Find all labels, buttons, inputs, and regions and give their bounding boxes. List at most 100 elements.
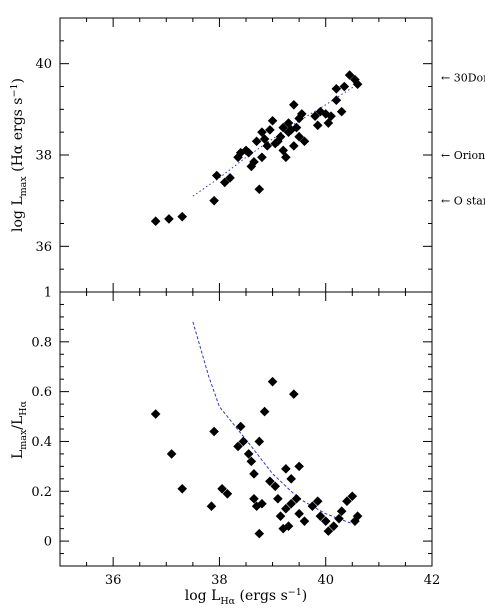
top-data-point: [286, 125, 296, 135]
bottom-data-point: [249, 469, 259, 479]
top-fit-line: [192, 83, 358, 197]
top-data-point: [273, 136, 283, 147]
bottom-data-point: [177, 483, 188, 494]
bottom-data-point: [336, 506, 347, 516]
bottom-xlabel-end: ): [302, 588, 307, 604]
bottom-ylabel-main: L: [10, 450, 26, 459]
top-data-point: [275, 131, 286, 142]
top-reference-line: [192, 83, 358, 197]
bottom-data-point: [312, 496, 323, 507]
bottom-tick-labels: 0 0.2 0.4 0.6 0.8 1 36 38 40 42: [31, 286, 440, 589]
top-annotations: ← 30Dor ← Orion ← O star: [441, 71, 485, 207]
bottom-data-point: [289, 389, 299, 399]
bottom-data-point: [249, 493, 259, 504]
bottom-data-point: [286, 474, 296, 484]
top-data-point: [289, 99, 299, 110]
top-data-point: [315, 106, 326, 117]
top-data-point: [164, 214, 174, 224]
bottom-data-point: [291, 493, 302, 504]
top-data-point: [278, 145, 288, 156]
top-data-point: [249, 157, 259, 167]
top-data-point: [225, 173, 235, 183]
bottom-data-point: [323, 526, 334, 536]
bottom-y-tick-label: 0: [44, 535, 52, 550]
top-y-tick-label: 38: [35, 149, 52, 164]
bottom-data-point: [275, 511, 286, 521]
bottom-data-point: [299, 516, 310, 526]
top-data-point: [150, 216, 161, 227]
bottom-data-point: [150, 409, 161, 419]
annotation-label: ← O star: [441, 195, 485, 208]
bottom-data-point: [238, 436, 249, 447]
top-data-point: [254, 184, 265, 195]
bottom-x-tick-label: 40: [317, 573, 334, 588]
bottom-y-tick-label: 0.6: [31, 385, 52, 400]
bottom-ylabel-rest: /L: [10, 416, 26, 430]
top-y-tick-label: 40: [35, 57, 52, 72]
annotation-label: ← Orion: [441, 149, 485, 162]
top-y-tick-label: 36: [35, 240, 52, 255]
top-data-point: [257, 152, 267, 163]
bottom-data-point: [334, 513, 344, 524]
bottom-y-axis-label: Lmax/LHα: [10, 400, 29, 459]
bottom-data-point: [294, 461, 304, 472]
bottom-data-point: [222, 488, 233, 499]
top-tick-labels: 36 38 40: [35, 57, 52, 255]
top-data-point: [326, 111, 336, 121]
top-data-point: [339, 81, 350, 92]
top-ylabel-sup: −1: [9, 84, 20, 98]
bottom-data-point: [320, 516, 331, 526]
bottom-data-point: [267, 376, 278, 387]
top-data-point: [283, 127, 294, 137]
bottom-data-point: [283, 521, 294, 531]
bottom-x-tick-label: 36: [105, 573, 122, 588]
top-data-point: [262, 141, 273, 151]
bottom-data-point: [286, 498, 296, 509]
top-data-point: [211, 170, 222, 181]
top-data-point: [331, 83, 342, 94]
bottom-y-tick-label: 0.8: [31, 335, 52, 350]
top-data-point: [291, 122, 302, 133]
bottom-data-point: [233, 441, 243, 452]
bottom-data-points: [150, 376, 363, 539]
bottom-data-point: [307, 501, 318, 512]
top-ylabel-end: ): [10, 78, 26, 83]
top-data-point: [336, 106, 347, 117]
top-data-point: [297, 109, 307, 119]
bottom-xlabel-sup: −1: [288, 587, 302, 598]
bottom-data-point: [294, 508, 304, 519]
bottom-data-point: [257, 498, 267, 509]
bottom-y-tick-label: 0.2: [31, 485, 52, 500]
top-data-point: [294, 131, 304, 142]
bottom-data-point: [315, 511, 326, 521]
bottom-data-point: [281, 464, 291, 474]
top-data-point: [283, 118, 294, 128]
bottom-x-tick-label: 42: [424, 573, 441, 588]
bottom-y-tick-label: 0.4: [31, 435, 52, 450]
top-ylabel-rest: (Hα ergs s: [10, 98, 26, 177]
bottom-data-point: [342, 496, 352, 507]
top-data-point: [278, 122, 288, 133]
bottom-data-point: [352, 511, 363, 521]
top-data-point: [209, 195, 219, 206]
bottom-data-point: [273, 493, 283, 504]
top-data-point: [251, 136, 262, 147]
bottom-ticks: [59, 291, 433, 567]
top-data-point: [265, 125, 275, 135]
bottom-data-point: [281, 503, 291, 514]
top-data-point: [281, 152, 291, 163]
top-data-point: [289, 141, 299, 151]
bottom-fit-line: [192, 321, 353, 525]
top-data-point: [267, 115, 278, 126]
top-data-point: [310, 111, 320, 121]
annotation-label: ← 30Dor: [441, 71, 485, 84]
bottom-xlabel-rest: (ergs s: [235, 588, 288, 604]
top-y-axis-label: log Lmax (Hα ergs s−1): [9, 78, 29, 232]
top-data-point: [352, 79, 363, 90]
top-data-point: [312, 120, 323, 131]
bottom-data-point: [259, 406, 270, 417]
bottom-data-point: [235, 421, 246, 432]
bottom-xlabel-sub: Hα: [220, 596, 235, 607]
